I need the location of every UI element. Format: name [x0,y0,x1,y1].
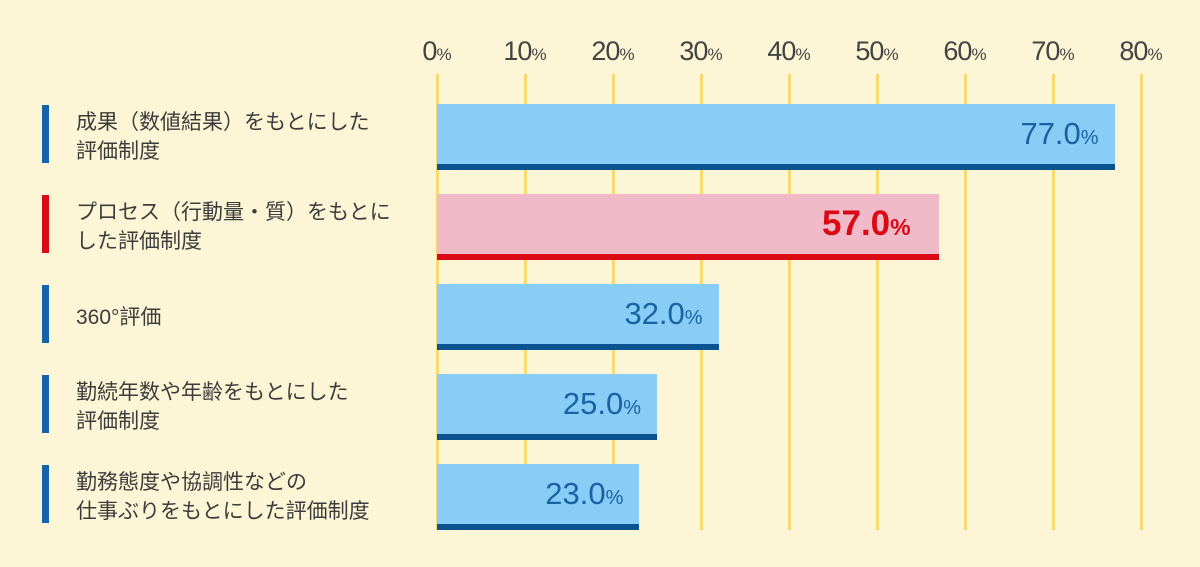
bar-track: 23.0% [437,464,1141,530]
x-axis-tick: 60% [943,36,986,67]
category-label-line: 勤務態度や協調性などの [76,471,307,494]
chart-row: 勤続年数や年齢をもとにした 評価制度 25.0% [0,374,1200,440]
bar: 77.0% [437,104,1115,170]
bar-track: 25.0% [437,374,1141,440]
x-axis-tick: 40% [767,36,810,67]
bar-value-label: 23.0% [545,476,623,512]
gridline [1140,74,1143,530]
bar-value-unit: % [1080,127,1099,149]
bar-value-number: 25.0 [562,386,624,421]
tick-value: 70 [1031,36,1060,66]
tick-unit: % [436,45,452,64]
category-marker [42,285,49,343]
bar: 57.0% [437,194,939,260]
bar-value-label: 57.0% [822,204,911,244]
tick-value: 0 [422,36,437,66]
tick-value: 30 [679,36,708,66]
x-axis-tick: 80% [1119,36,1162,67]
tick-value: 50 [855,36,884,66]
category-marker [42,105,49,163]
category-label-line: 評価制度 [76,410,160,433]
x-axis-tick: 10% [503,36,546,67]
tick-value: 40 [767,36,796,66]
category-label: 成果（数値結果）をもとにした 評価制度 [76,104,432,170]
tick-unit: % [619,45,635,64]
category-label: プロセス（行動量・質）をもとに した評価制度 [76,194,432,260]
tick-value: 60 [943,36,972,66]
chart-row: 360°評価 32.0% [0,284,1200,350]
tick-value: 20 [591,36,620,66]
tick-unit: % [1147,45,1163,64]
gridline [788,74,791,530]
category-label-line: した評価制度 [76,230,202,253]
bar-value-number: 57.0 [822,204,891,243]
category-label-line: 360°評価 [76,305,162,329]
chart-row-highlighted: プロセス（行動量・質）をもとに した評価制度 57.0% [0,194,1200,260]
category-label-line: 勤続年数や年齢をもとにした [76,381,349,404]
x-axis-tick: 50% [855,36,898,67]
category-label: 勤続年数や年齢をもとにした 評価制度 [76,374,432,440]
bar-value-number: 23.0 [545,476,606,511]
bar-value-unit: % [684,307,703,329]
bar-value-unit: % [623,397,641,419]
gridline [876,74,879,530]
bar: 32.0% [437,284,719,350]
bar-value-label: 32.0% [624,296,702,332]
bar: 23.0% [437,464,640,530]
tick-value: 80 [1119,36,1148,66]
bar-value-unit: % [605,487,624,509]
bar-value-label: 25.0% [563,386,641,422]
tick-value: 10 [503,36,532,66]
bar-value-label: 77.0% [1020,116,1098,152]
category-label-line: 評価制度 [76,140,160,163]
category-marker [42,375,49,433]
category-label-line: 仕事ぶりをもとにした評価制度 [76,500,370,523]
chart-row: 成果（数値結果）をもとにした 評価制度 77.0% [0,104,1200,170]
bar: 25.0% [437,374,657,440]
bar-value-number: 32.0 [624,296,685,331]
bar-track: 57.0% [437,194,1141,260]
gridline [1052,74,1055,530]
tick-unit: % [707,45,723,64]
tick-unit: % [883,45,899,64]
category-label-line: 成果（数値結果）をもとにした [76,111,370,134]
tick-unit: % [1059,45,1075,64]
category-marker [42,195,49,253]
tick-unit: % [531,45,547,64]
category-label-line: プロセス（行動量・質）をもとに [76,201,391,224]
chart-row: 勤務態度や協調性などの 仕事ぶりをもとにした評価制度 23.0% [0,464,1200,530]
bar-value-unit: % [890,214,911,240]
tick-unit: % [795,45,811,64]
x-axis-tick: 30% [679,36,722,67]
x-axis-tick: 20% [591,36,634,67]
bar-track: 77.0% [437,104,1141,170]
category-label: 勤務態度や協調性などの 仕事ぶりをもとにした評価制度 [76,464,432,530]
bar-value-number: 77.0 [1020,116,1081,151]
gridline [964,74,967,530]
category-marker [42,465,49,523]
x-axis-tick: 70% [1031,36,1074,67]
x-axis-tick: 0% [422,36,451,67]
tick-unit: % [971,45,987,64]
category-label: 360°評価 [76,284,432,350]
bar-track: 32.0% [437,284,1141,350]
